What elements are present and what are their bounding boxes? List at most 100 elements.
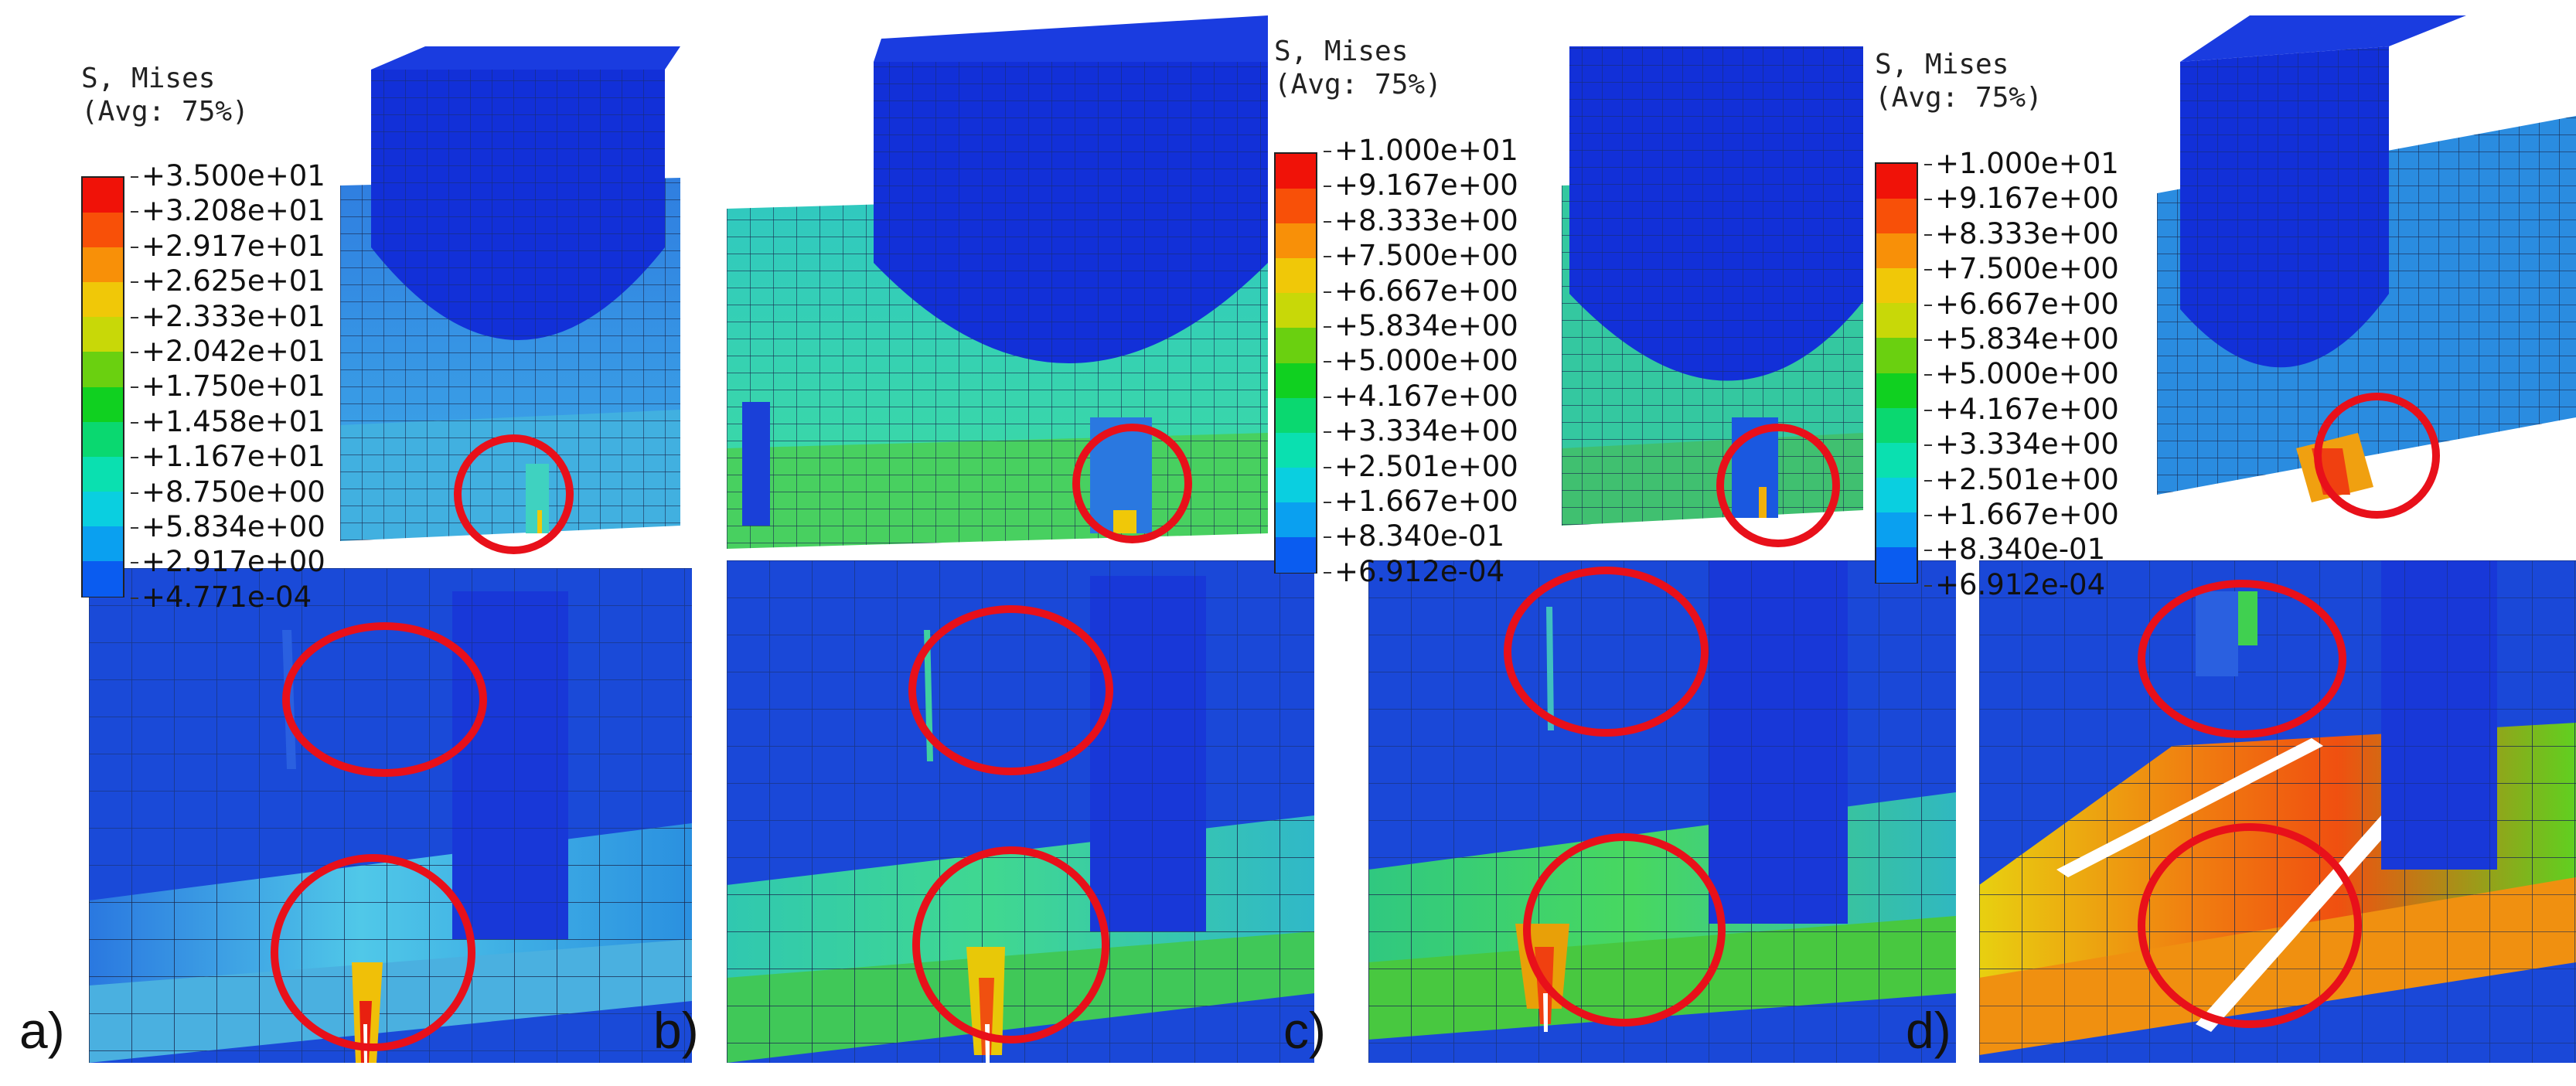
colorbar-swatch bbox=[83, 352, 123, 388]
colorbar-swatch bbox=[1876, 268, 1917, 305]
colorbar-swatch bbox=[1276, 432, 1316, 468]
colorbar-swatch bbox=[1876, 442, 1917, 478]
colorbar-tick-label: +1.458e+01 bbox=[131, 404, 325, 438]
colorbar-swatch bbox=[83, 456, 123, 492]
colorbar-swatch bbox=[1876, 546, 1917, 584]
colorbar-tick-label: +8.750e+00 bbox=[131, 475, 325, 509]
colorbar-swatch bbox=[1276, 397, 1316, 434]
colorbar-swatch bbox=[1276, 189, 1316, 225]
colorbar-tick-label: +5.834e+00 bbox=[1324, 309, 1518, 342]
colorbar-swatch bbox=[1876, 233, 1917, 270]
colorbar-tick-label: +2.501e+00 bbox=[1324, 449, 1518, 483]
scene-d-top bbox=[2157, 15, 2576, 510]
colorbar bbox=[1274, 152, 1317, 574]
colorbar-tick-label: +8.340e-01 bbox=[1923, 533, 2106, 567]
highlight-circle-d-top bbox=[2314, 393, 2440, 519]
colorbar-swatch bbox=[1876, 373, 1917, 409]
legend-a: S, Mises (Avg: 75%) +3.500e+01 +3.208e+01… bbox=[81, 62, 406, 612]
highlight-circle-a-low bbox=[271, 854, 475, 1051]
colorbar-tick-label: +1.667e+00 bbox=[1324, 485, 1518, 518]
colorbar-tick-label: +2.333e+01 bbox=[131, 299, 325, 333]
colorbar-swatch bbox=[1876, 512, 1917, 548]
colorbar-swatch bbox=[1876, 338, 1917, 374]
colorbar-swatch bbox=[1276, 258, 1316, 294]
highlight-circle-c-top bbox=[1716, 424, 1840, 547]
colorbar-tick-label: +2.917e+00 bbox=[131, 545, 325, 579]
colorbar-swatch bbox=[1276, 363, 1316, 399]
legend-c: S, Mises (Avg: 75%) +1.000e+01 +9.167e+00… bbox=[1875, 48, 2161, 600]
highlight-circle-a-top bbox=[454, 434, 574, 554]
colorbar-tick-label: +2.042e+01 bbox=[131, 335, 325, 368]
colorbar-swatch bbox=[83, 213, 123, 249]
colorbar-tick-label: +4.771e-04 bbox=[130, 580, 312, 614]
colorbar-tick-label: +1.667e+00 bbox=[1924, 498, 2119, 531]
colorbar-tick-label: +6.912e-04 bbox=[1323, 554, 1505, 588]
highlight-circle-c-mid bbox=[1504, 567, 1709, 737]
colorbar-tick-label: +6.912e-04 bbox=[1923, 567, 2106, 601]
colorbar-tick-label: +1.000e+01 bbox=[1924, 147, 2119, 180]
colorbar-swatch bbox=[1276, 223, 1316, 260]
colorbar-swatch bbox=[83, 317, 123, 353]
colorbar-swatch bbox=[1276, 536, 1316, 574]
colorbar-tick-label: +5.000e+00 bbox=[1324, 344, 1518, 378]
colorbar-swatch bbox=[83, 386, 123, 423]
colorbar-tick-label: +2.625e+01 bbox=[131, 264, 325, 298]
colorbar-tick-label: +1.167e+01 bbox=[131, 440, 325, 474]
colorbar-swatch bbox=[1276, 293, 1316, 329]
colorbar-tick-label: +9.167e+00 bbox=[1324, 169, 1518, 203]
highlight-circle-d-low bbox=[2138, 823, 2362, 1028]
colorbar-tick-label: +3.208e+01 bbox=[131, 194, 325, 228]
colorbar-swatch bbox=[83, 526, 123, 562]
colorbar-tick-label: +1.000e+01 bbox=[1324, 134, 1518, 167]
colorbar-swatch bbox=[83, 282, 123, 318]
colorbar-swatch bbox=[1876, 477, 1917, 513]
colorbar-tick-label: +4.167e+00 bbox=[1324, 379, 1518, 413]
colorbar-tick-label: +7.500e+00 bbox=[1924, 252, 2119, 286]
highlight-circle-c-low bbox=[1523, 833, 1726, 1026]
colorbar-tick-label: +5.834e+00 bbox=[1924, 322, 2119, 356]
colorbar-tick-label: +5.000e+00 bbox=[1924, 357, 2119, 391]
colorbar-tick-label: +6.667e+00 bbox=[1924, 287, 2119, 321]
colorbar-tick-label: +7.500e+00 bbox=[1324, 239, 1518, 273]
colorbar-tick-label: +2.501e+00 bbox=[1924, 462, 2119, 496]
colorbar-tick-label: +1.750e+01 bbox=[131, 369, 325, 403]
colorbar-swatch bbox=[83, 178, 123, 214]
colorbar-tick-label: +8.333e+00 bbox=[1324, 203, 1518, 237]
colorbar-swatch bbox=[83, 247, 123, 284]
colorbar-swatch bbox=[1876, 407, 1917, 444]
colorbar-swatch bbox=[83, 421, 123, 458]
colorbar-swatch bbox=[1276, 502, 1316, 538]
colorbar-tick-label: +3.500e+01 bbox=[131, 159, 325, 192]
colorbar-swatch bbox=[1876, 199, 1917, 235]
highlight-circle-b-mid bbox=[908, 605, 1113, 775]
legend-title: S, Mises (Avg: 75%) bbox=[1274, 36, 1442, 100]
colorbar-tick-label: +8.333e+00 bbox=[1924, 216, 2119, 250]
highlight-circle-b-low bbox=[912, 846, 1109, 1043]
colorbar-swatch bbox=[1276, 467, 1316, 503]
legend-title: S, Mises (Avg: 75%) bbox=[81, 63, 249, 128]
panel-label-b: b) bbox=[653, 1002, 699, 1059]
colorbar-tick-label: +5.834e+00 bbox=[131, 510, 325, 543]
legend-b: S, Mises (Avg: 75%) +1.000e+01 +9.167e+00… bbox=[1274, 35, 1576, 587]
colorbar-tick-label: +8.340e-01 bbox=[1323, 519, 1505, 553]
colorbar-tick-label: +3.334e+00 bbox=[1924, 427, 2119, 461]
colorbar-tick-label: +2.917e+01 bbox=[131, 229, 325, 263]
scene-b-top bbox=[727, 15, 1268, 549]
colorbar bbox=[81, 176, 124, 597]
colorbar bbox=[1875, 162, 1918, 584]
colorbar-swatch bbox=[83, 560, 123, 597]
colorbar-tick-label: +3.334e+00 bbox=[1324, 414, 1518, 448]
colorbar-tick-label: +9.167e+00 bbox=[1924, 182, 2119, 216]
highlight-circle-a-mid bbox=[282, 622, 487, 777]
colorbar-swatch bbox=[1276, 328, 1316, 364]
highlight-circle-b-top bbox=[1072, 424, 1192, 543]
highlight-circle-d-mid bbox=[2138, 580, 2346, 738]
colorbar-tick-label: +4.167e+00 bbox=[1924, 392, 2119, 426]
colorbar-tick-label: +6.667e+00 bbox=[1324, 274, 1518, 308]
colorbar-swatch bbox=[1876, 164, 1917, 200]
panel-label-d: d) bbox=[1906, 1002, 1951, 1059]
legend-title: S, Mises (Avg: 75%) bbox=[1875, 49, 2043, 114]
scene-c-top bbox=[1562, 31, 1863, 533]
panel-label-c: c) bbox=[1283, 1002, 1326, 1059]
